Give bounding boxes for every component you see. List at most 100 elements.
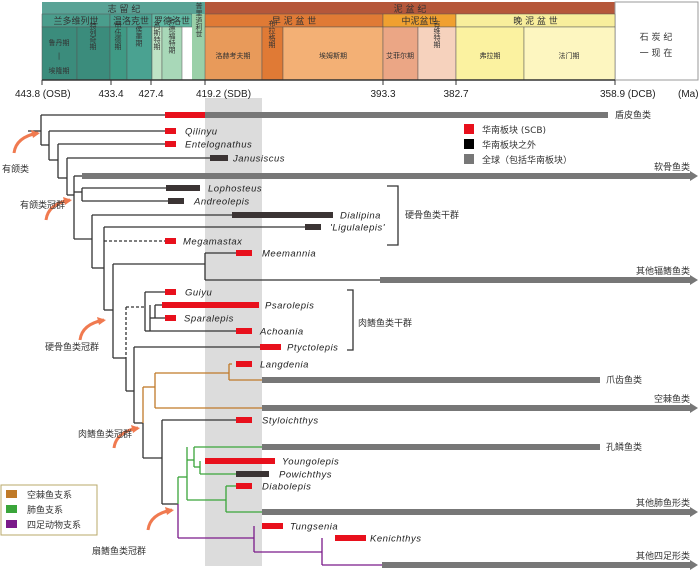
taxon-label: Powichthys [279, 470, 332, 481]
group-bar [380, 277, 690, 283]
group-bar [165, 112, 608, 118]
taxon-label: Sparalepis [184, 314, 234, 325]
taxon-range-bar [236, 250, 252, 256]
stage-label: 埃隆期 [49, 66, 70, 75]
arrow-head-icon [165, 507, 174, 515]
stage-cell [127, 27, 152, 80]
axis-tick-label: 382.7 [443, 89, 468, 100]
epoch-label: 兰多维列世 [53, 15, 98, 27]
arrow-head-icon [690, 560, 698, 570]
arrow-head-icon [690, 507, 698, 517]
group-label: 其他辐鳍鱼类 [636, 265, 690, 277]
taxon-range-bar [305, 224, 321, 230]
group-bar [382, 562, 690, 568]
taxon-range-bar [236, 471, 269, 477]
epoch-label: 早 泥 盆 世 [272, 15, 317, 27]
taxon-range-bar [165, 238, 176, 244]
taxon-label: Achoania [259, 327, 304, 338]
stage-label: 法门期 [559, 51, 580, 60]
legend-label: 全球（包括华南板块） [482, 154, 572, 166]
epoch-cell [42, 14, 110, 27]
clade-label: 肉鳍鱼类冠群 [78, 428, 132, 440]
after-label: 一 现 在 [640, 47, 673, 59]
arrow-head-icon [131, 425, 140, 433]
stage-cell [110, 27, 127, 80]
axis-tick-label: 427.4 [138, 89, 163, 100]
axis-unit: (Ma) [678, 89, 699, 100]
stage-label: 洛赫考夫期 [216, 51, 251, 60]
taxon-label: Langdenia [260, 360, 309, 371]
taxon-label: 'Ligulalepis' [330, 223, 386, 234]
arrow-head-icon [690, 403, 698, 413]
stage-cell [162, 27, 182, 80]
arrow-head-icon [97, 317, 106, 325]
period-label: 志 留 纪 [108, 3, 141, 15]
taxon-range-bar [162, 302, 259, 308]
taxon-range-bar [168, 198, 184, 204]
stage-label: 艾菲尔期 [386, 51, 414, 60]
stage-cell [383, 27, 418, 80]
stage-cell [262, 27, 283, 80]
epoch-cell [383, 14, 456, 27]
legend-label: 华南板块 (SCB) [482, 124, 546, 136]
taxon-range-bar [236, 483, 252, 489]
epoch-cell [192, 14, 205, 80]
clade-label: 扇鳍鱼类冠群 [92, 545, 146, 557]
taxon-label: Qilinyu [185, 127, 218, 138]
group-label: 孔鳞鱼类 [606, 441, 642, 453]
bracket-label: 硬骨鱼类干群 [405, 209, 459, 221]
clade-label: 有颌类 [2, 163, 29, 175]
stage-cell [418, 27, 456, 80]
group-label: 其他四足形类 [636, 550, 690, 562]
taxon-range-bar [232, 212, 333, 218]
epoch-cell [110, 14, 152, 27]
arrow-head-icon [690, 171, 698, 181]
scb-range-bar [165, 112, 205, 118]
period-silurian [42, 2, 205, 14]
group-label: 盾皮鱼类 [615, 109, 651, 121]
epoch-label: 普里道利世 [195, 2, 203, 38]
legend-swatch [6, 505, 17, 513]
group-bar [262, 444, 600, 450]
group-bar [262, 405, 690, 411]
stage-label: 吉维特期 [433, 20, 441, 49]
taxon-label: Ptyctolepis [287, 343, 338, 354]
epoch-cell [456, 14, 615, 27]
taxon-label: Diabolepis [262, 482, 311, 493]
bracket-label: 肉鳍鱼类干群 [358, 317, 412, 329]
epoch-label: 温洛克世 [113, 15, 149, 27]
period-carboniferous [615, 2, 698, 80]
clade-label: 硬骨鱼类冠群 [45, 341, 99, 353]
period-label: 泥 盆 纪 [394, 3, 427, 15]
stage-label: 布拉格期 [268, 19, 276, 49]
stage-label: 申伍德期 [114, 21, 122, 51]
group-bar [82, 173, 690, 179]
stage-label: 埃姆斯期 [319, 51, 347, 60]
epoch-cell [152, 14, 192, 27]
taxon-label: Janusiscus [232, 154, 285, 165]
stage-cell [42, 27, 77, 80]
legend-swatch [464, 154, 474, 164]
stage-cell [77, 27, 110, 80]
period-devonian [205, 2, 615, 14]
group-label: 其他肺鱼形类 [636, 497, 690, 509]
stage-label: 鲁丹期 [49, 38, 70, 47]
taxon-label: Megamastax [183, 237, 243, 248]
taxon-range-bar [262, 523, 283, 529]
taxon-label: Guiyu [185, 288, 213, 299]
taxon-range-bar [165, 141, 176, 147]
stage-cell [456, 27, 524, 80]
arrow-head-icon [63, 197, 72, 205]
axis-tick-label: 419.2 (SDB) [196, 89, 251, 100]
taxon-range-bar [205, 458, 275, 464]
axis-tick-label: 443.8 (OSB) [15, 89, 71, 100]
stage-label: 卢德福特期 [168, 18, 176, 55]
after-label: 石 炭 纪 [640, 31, 673, 43]
taxon-label: Lophosteus [208, 184, 262, 195]
epoch-label: 中泥盆世 [401, 15, 437, 27]
taxon-range-bar [335, 535, 366, 541]
legend-swatch [464, 139, 474, 149]
group-label: 软骨鱼类 [654, 161, 690, 173]
